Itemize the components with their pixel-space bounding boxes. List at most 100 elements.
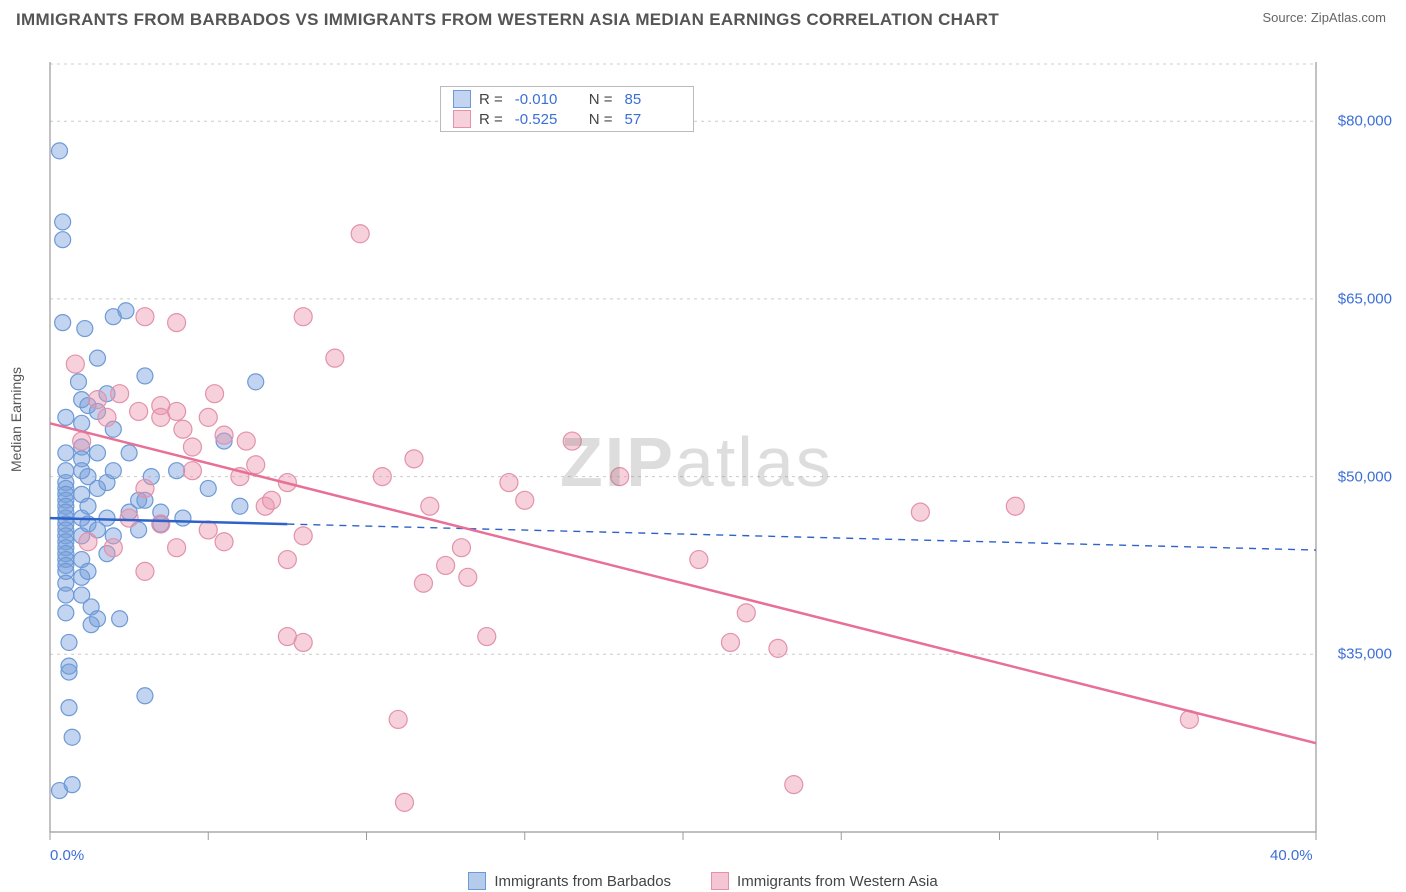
data-point [98, 408, 116, 426]
data-point [769, 639, 787, 657]
data-point [169, 463, 185, 479]
y-tick-label: $80,000 [1338, 113, 1392, 130]
data-point [99, 510, 115, 526]
data-point [88, 391, 106, 409]
data-point [326, 349, 344, 367]
data-point [105, 463, 121, 479]
data-point [89, 611, 105, 627]
data-point [294, 308, 312, 326]
data-point [421, 497, 439, 515]
data-point [500, 474, 518, 492]
data-point [55, 214, 71, 230]
n-value: 85 [625, 91, 681, 108]
data-point [55, 315, 71, 331]
data-point [111, 385, 129, 403]
data-point [130, 402, 148, 420]
data-point [79, 533, 97, 551]
data-point [200, 480, 216, 496]
data-point [168, 314, 186, 332]
data-point [237, 432, 255, 450]
data-point [278, 551, 296, 569]
legend-item: Immigrants from Barbados [468, 872, 671, 890]
data-point [721, 633, 739, 651]
legend-swatch [453, 90, 471, 108]
data-point [232, 498, 248, 514]
r-label: R = [479, 111, 503, 128]
legend-label: Immigrants from Western Asia [737, 873, 938, 890]
x-tick-label: 40.0% [1270, 847, 1313, 864]
r-label: R = [479, 91, 503, 108]
data-point [183, 438, 201, 456]
data-point [183, 462, 201, 480]
data-point [373, 468, 391, 486]
r-value: -0.010 [515, 91, 571, 108]
data-point [395, 793, 413, 811]
source-link[interactable]: ZipAtlas.com [1311, 10, 1386, 25]
data-point [168, 402, 186, 420]
legend-swatch [468, 872, 486, 890]
data-point [80, 498, 96, 514]
data-point [1006, 497, 1024, 515]
data-point [73, 432, 91, 450]
data-point [121, 445, 137, 461]
data-point [58, 409, 74, 425]
data-point [174, 420, 192, 438]
data-point [247, 456, 265, 474]
data-point [58, 605, 74, 621]
data-point [80, 563, 96, 579]
data-point [294, 633, 312, 651]
chart-area: Median Earnings ZIPatlas R =-0.010N =85R… [0, 42, 1406, 892]
data-point [263, 491, 281, 509]
data-point [690, 551, 708, 569]
data-point [294, 527, 312, 545]
data-point [405, 450, 423, 468]
data-point [70, 374, 86, 390]
data-point [120, 509, 138, 527]
data-point [168, 539, 186, 557]
data-point [437, 556, 455, 574]
data-point [248, 374, 264, 390]
data-point [516, 491, 534, 509]
legend-swatch [711, 872, 729, 890]
data-point [89, 445, 105, 461]
data-point [137, 368, 153, 384]
n-value: 57 [625, 111, 681, 128]
data-point [51, 143, 67, 159]
data-point [785, 776, 803, 794]
data-point [89, 350, 105, 366]
data-point [175, 510, 191, 526]
source-prefix: Source: [1262, 10, 1310, 25]
data-point [152, 515, 170, 533]
data-point [64, 729, 80, 745]
y-axis-label: Median Earnings [8, 367, 24, 472]
data-point [137, 688, 153, 704]
data-point [136, 562, 154, 580]
data-point [911, 503, 929, 521]
chart-title: IMMIGRANTS FROM BARBADOS VS IMMIGRANTS F… [16, 10, 999, 30]
data-point [58, 587, 74, 603]
data-point [389, 710, 407, 728]
stats-legend-row: R = -0.525 N = 57 [441, 109, 693, 129]
data-point [104, 539, 122, 557]
data-point [199, 521, 217, 539]
data-point [77, 321, 93, 337]
data-point [136, 308, 154, 326]
data-point [64, 777, 80, 793]
y-tick-label: $35,000 [1338, 646, 1392, 663]
legend-label: Immigrants from Barbados [494, 873, 671, 890]
x-tick-label: 0.0% [50, 847, 84, 864]
data-point [459, 568, 477, 586]
data-point [478, 628, 496, 646]
data-point [199, 408, 217, 426]
data-point [136, 479, 154, 497]
legend-swatch [453, 110, 471, 128]
y-tick-label: $65,000 [1338, 290, 1392, 307]
data-point [112, 611, 128, 627]
stats-legend: R = -0.010 N = 85R = -0.525 N = 57 [440, 86, 694, 132]
data-point [452, 539, 470, 557]
n-label: N = [589, 111, 613, 128]
series-legend: Immigrants from Barbados Immigrants from … [0, 872, 1406, 890]
data-point [563, 432, 581, 450]
data-point [215, 426, 233, 444]
r-value: -0.525 [515, 111, 571, 128]
